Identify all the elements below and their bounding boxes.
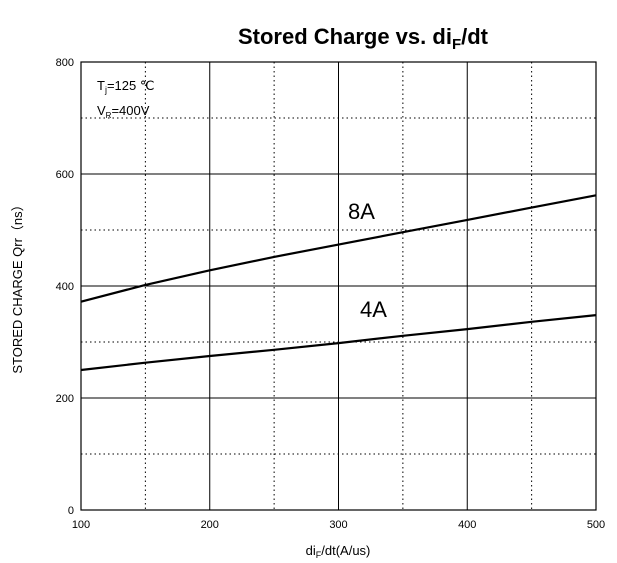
y-tick-label: 800: [56, 57, 74, 69]
series-line-4a: [80, 314, 597, 372]
vr-condition: VR=400V: [97, 103, 150, 120]
chart-title-end: /dt: [461, 24, 489, 49]
y-tick-label: 600: [56, 169, 74, 181]
x-tick-label: 100: [72, 519, 90, 531]
x-axis-label-end: /dt(A/us): [321, 543, 370, 558]
tj-condition: Tj=125 ℃: [97, 78, 154, 95]
y-tick-label: 400: [56, 281, 74, 293]
y-tick-label: 0: [68, 505, 74, 517]
x-axis-label-subscript: F: [316, 550, 322, 560]
y-tick-labels: 0 200 400 600 800: [56, 57, 74, 517]
conditions: Tj=125 ℃ VR=400V: [97, 78, 154, 120]
chart-title-subscript: F: [452, 36, 461, 53]
series-label-8a: 8A: [348, 199, 375, 224]
x-tick-label: 500: [587, 519, 605, 531]
x-tick-label: 400: [458, 519, 476, 531]
x-tick-label: 300: [329, 519, 347, 531]
series-line-8a: [80, 194, 597, 303]
x-tick-labels: 100 200 300 400 500: [72, 519, 605, 531]
chart-title-main: Stored Charge vs. di: [238, 24, 452, 49]
y-tick-label: 200: [56, 393, 74, 405]
plot-area: [80, 61, 597, 511]
y-axis-label: STORED CHARGE Qrr（ns）: [10, 198, 25, 373]
series-lines: [80, 194, 597, 372]
chart-title: Stored Charge vs. diF/dt: [238, 24, 489, 53]
x-axis-label-main: di: [306, 543, 316, 558]
grid: [81, 62, 596, 510]
x-tick-label: 200: [201, 519, 219, 531]
series-label-4a: 4A: [360, 297, 387, 322]
x-axis-label: diF/dt(A/us): [306, 543, 371, 560]
